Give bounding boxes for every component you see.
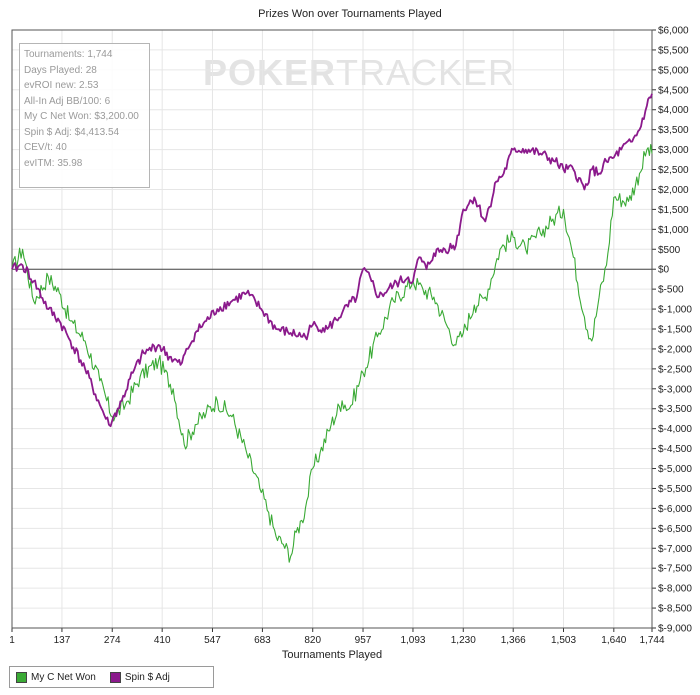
x-tick-label: 1,503 xyxy=(551,635,576,646)
y-tick-label: $2,500 xyxy=(658,165,689,176)
chart-title: Prizes Won over Tournaments Played xyxy=(258,8,442,20)
x-tick-label: 274 xyxy=(104,635,121,646)
stat-net-won: My C Net Won: $3,200.00 xyxy=(24,111,139,122)
legend-item-net-won: My C Net Won xyxy=(16,671,96,683)
y-tick-label: $-7,000 xyxy=(658,544,692,555)
y-tick-label: $5,500 xyxy=(658,45,689,56)
legend-item-spin-adj: Spin $ Adj xyxy=(109,671,170,683)
x-tick-label: 1,230 xyxy=(451,635,476,646)
y-tick-label: $4,500 xyxy=(658,85,689,96)
y-tick-label: $5,000 xyxy=(658,65,689,76)
y-tick-label: $-8,000 xyxy=(658,584,692,595)
y-tick-label: $-5,000 xyxy=(658,464,692,475)
legend: My C Net Won Spin $ Adj xyxy=(9,666,214,688)
y-tick-label: $-7,500 xyxy=(658,564,692,575)
y-tick-label: $6,000 xyxy=(658,26,689,37)
y-tick-label: $-4,500 xyxy=(658,444,692,455)
plot-border xyxy=(11,29,653,629)
y-tick-label: $-6,500 xyxy=(658,524,692,535)
y-tick-label: $-3,000 xyxy=(658,384,692,395)
x-tick-label: 137 xyxy=(54,635,71,646)
legend-swatch-purple xyxy=(109,671,121,683)
stat-evroi: evROI new: 2.53 xyxy=(24,80,99,91)
stat-spin-adj: Spin $ Adj: $4,413.54 xyxy=(24,126,120,138)
y-tick-label: $-2,500 xyxy=(658,364,692,375)
y-tick-label: $-6,000 xyxy=(658,504,692,515)
stat-cev: CEV/t: 40 xyxy=(24,142,67,153)
stat-allin-bb100: All-In Adj BB/100: 6 xyxy=(24,95,111,107)
y-tick-label: $-8,500 xyxy=(658,604,692,615)
y-tick-label: $-2,000 xyxy=(658,344,692,355)
stat-evitm: evITM: 35.98 xyxy=(24,157,83,169)
x-tick-label: 683 xyxy=(254,635,271,646)
x-tick-label: 547 xyxy=(204,635,221,646)
y-tick-label: $1,000 xyxy=(658,225,689,236)
y-tick-label: $500 xyxy=(658,245,681,256)
legend-label-net-won: My C Net Won xyxy=(31,671,96,683)
y-tick-label: $4,000 xyxy=(658,105,689,116)
x-tick-label: 1,093 xyxy=(400,635,425,646)
y-tick-label: $-9,000 xyxy=(658,624,692,635)
x-axis-label: Tournaments Played xyxy=(281,649,383,661)
y-tick-label: $-1,000 xyxy=(658,305,692,316)
y-tick-label: $-5,500 xyxy=(658,484,692,495)
y-tick-label: $3,500 xyxy=(658,125,689,136)
x-tick-label: 410 xyxy=(154,635,171,646)
series-line-spin-adj xyxy=(11,93,653,428)
x-tick-label: 1 xyxy=(9,635,15,646)
x-tick-label: 1,744 xyxy=(639,635,664,646)
x-tick-label: 820 xyxy=(304,635,321,646)
legend-label-spin-adj: Spin $ Adj xyxy=(124,671,170,683)
y-tick-label: $-1,500 xyxy=(658,325,692,336)
stat-days-played: Days Played: 28 xyxy=(24,64,97,76)
stats-box: Tournaments: 1,744 Days Played: 28 evROI… xyxy=(19,43,150,188)
x-tick-label: 1,640 xyxy=(601,635,626,646)
y-tick-label: $3,000 xyxy=(658,145,689,156)
y-tick-label: $-4,000 xyxy=(658,424,692,435)
y-tick-label: $1,500 xyxy=(658,205,689,216)
y-tick-label: $-3,500 xyxy=(658,404,692,415)
x-tick-label: 957 xyxy=(355,635,372,646)
x-tick-label: 1,366 xyxy=(501,635,526,646)
series-line-net-won xyxy=(11,144,653,563)
y-tick-label: $0 xyxy=(658,265,670,276)
legend-swatch-green xyxy=(16,671,27,683)
y-tick-label: $-500 xyxy=(658,285,684,296)
stat-tournaments: Tournaments: 1,744 xyxy=(24,49,113,60)
y-tick-label: $2,000 xyxy=(658,185,689,196)
